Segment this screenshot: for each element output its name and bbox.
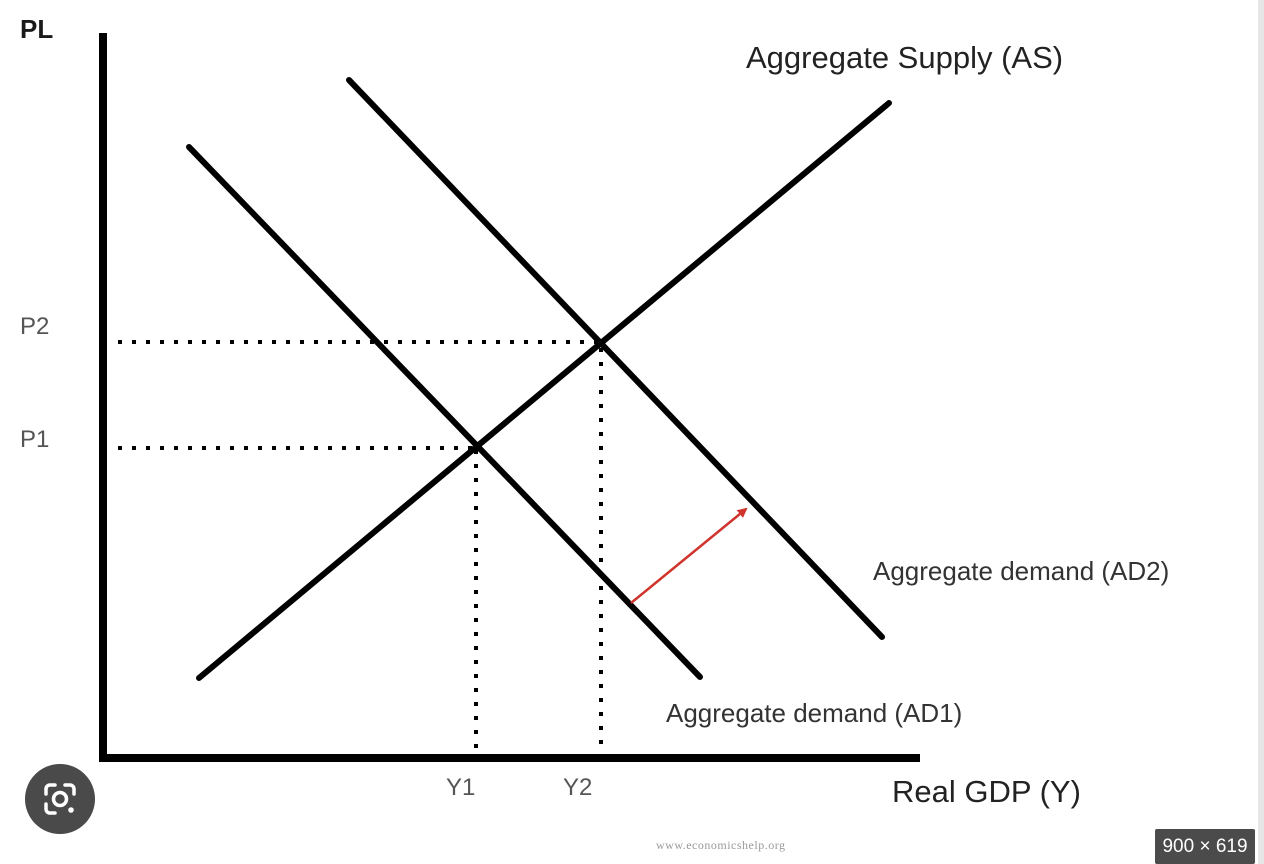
output-y1-label: Y1 xyxy=(446,774,476,801)
y-axis-label: PL xyxy=(20,14,54,44)
google-lens-icon xyxy=(44,783,76,815)
aggregate-demand-ad2-label: Aggregate demand (AD2) xyxy=(873,556,1170,586)
aggregate-demand-ad2-line xyxy=(346,77,885,640)
google-lens-button[interactable] xyxy=(25,764,95,834)
price-level-p1-label: P1 xyxy=(20,426,50,453)
aggregate-supply-line xyxy=(196,100,892,681)
source-watermark: www.economicshelp.org xyxy=(656,838,786,852)
aggregate-demand-ad1-line xyxy=(186,144,703,680)
aggregate-supply-label: Aggregate Supply (AS) xyxy=(746,40,1064,75)
price-level-p2-label: P2 xyxy=(20,313,50,340)
image-size-badge: 900 × 619 xyxy=(1155,829,1255,864)
aggregate-demand-ad1-label: Aggregate demand (AD1) xyxy=(666,698,963,728)
demand-shift-arrow xyxy=(630,507,748,604)
x-axis-label: Real GDP (Y) xyxy=(892,774,1081,809)
right-edge-bar xyxy=(1258,0,1264,864)
output-y2-label: Y2 xyxy=(563,774,593,801)
